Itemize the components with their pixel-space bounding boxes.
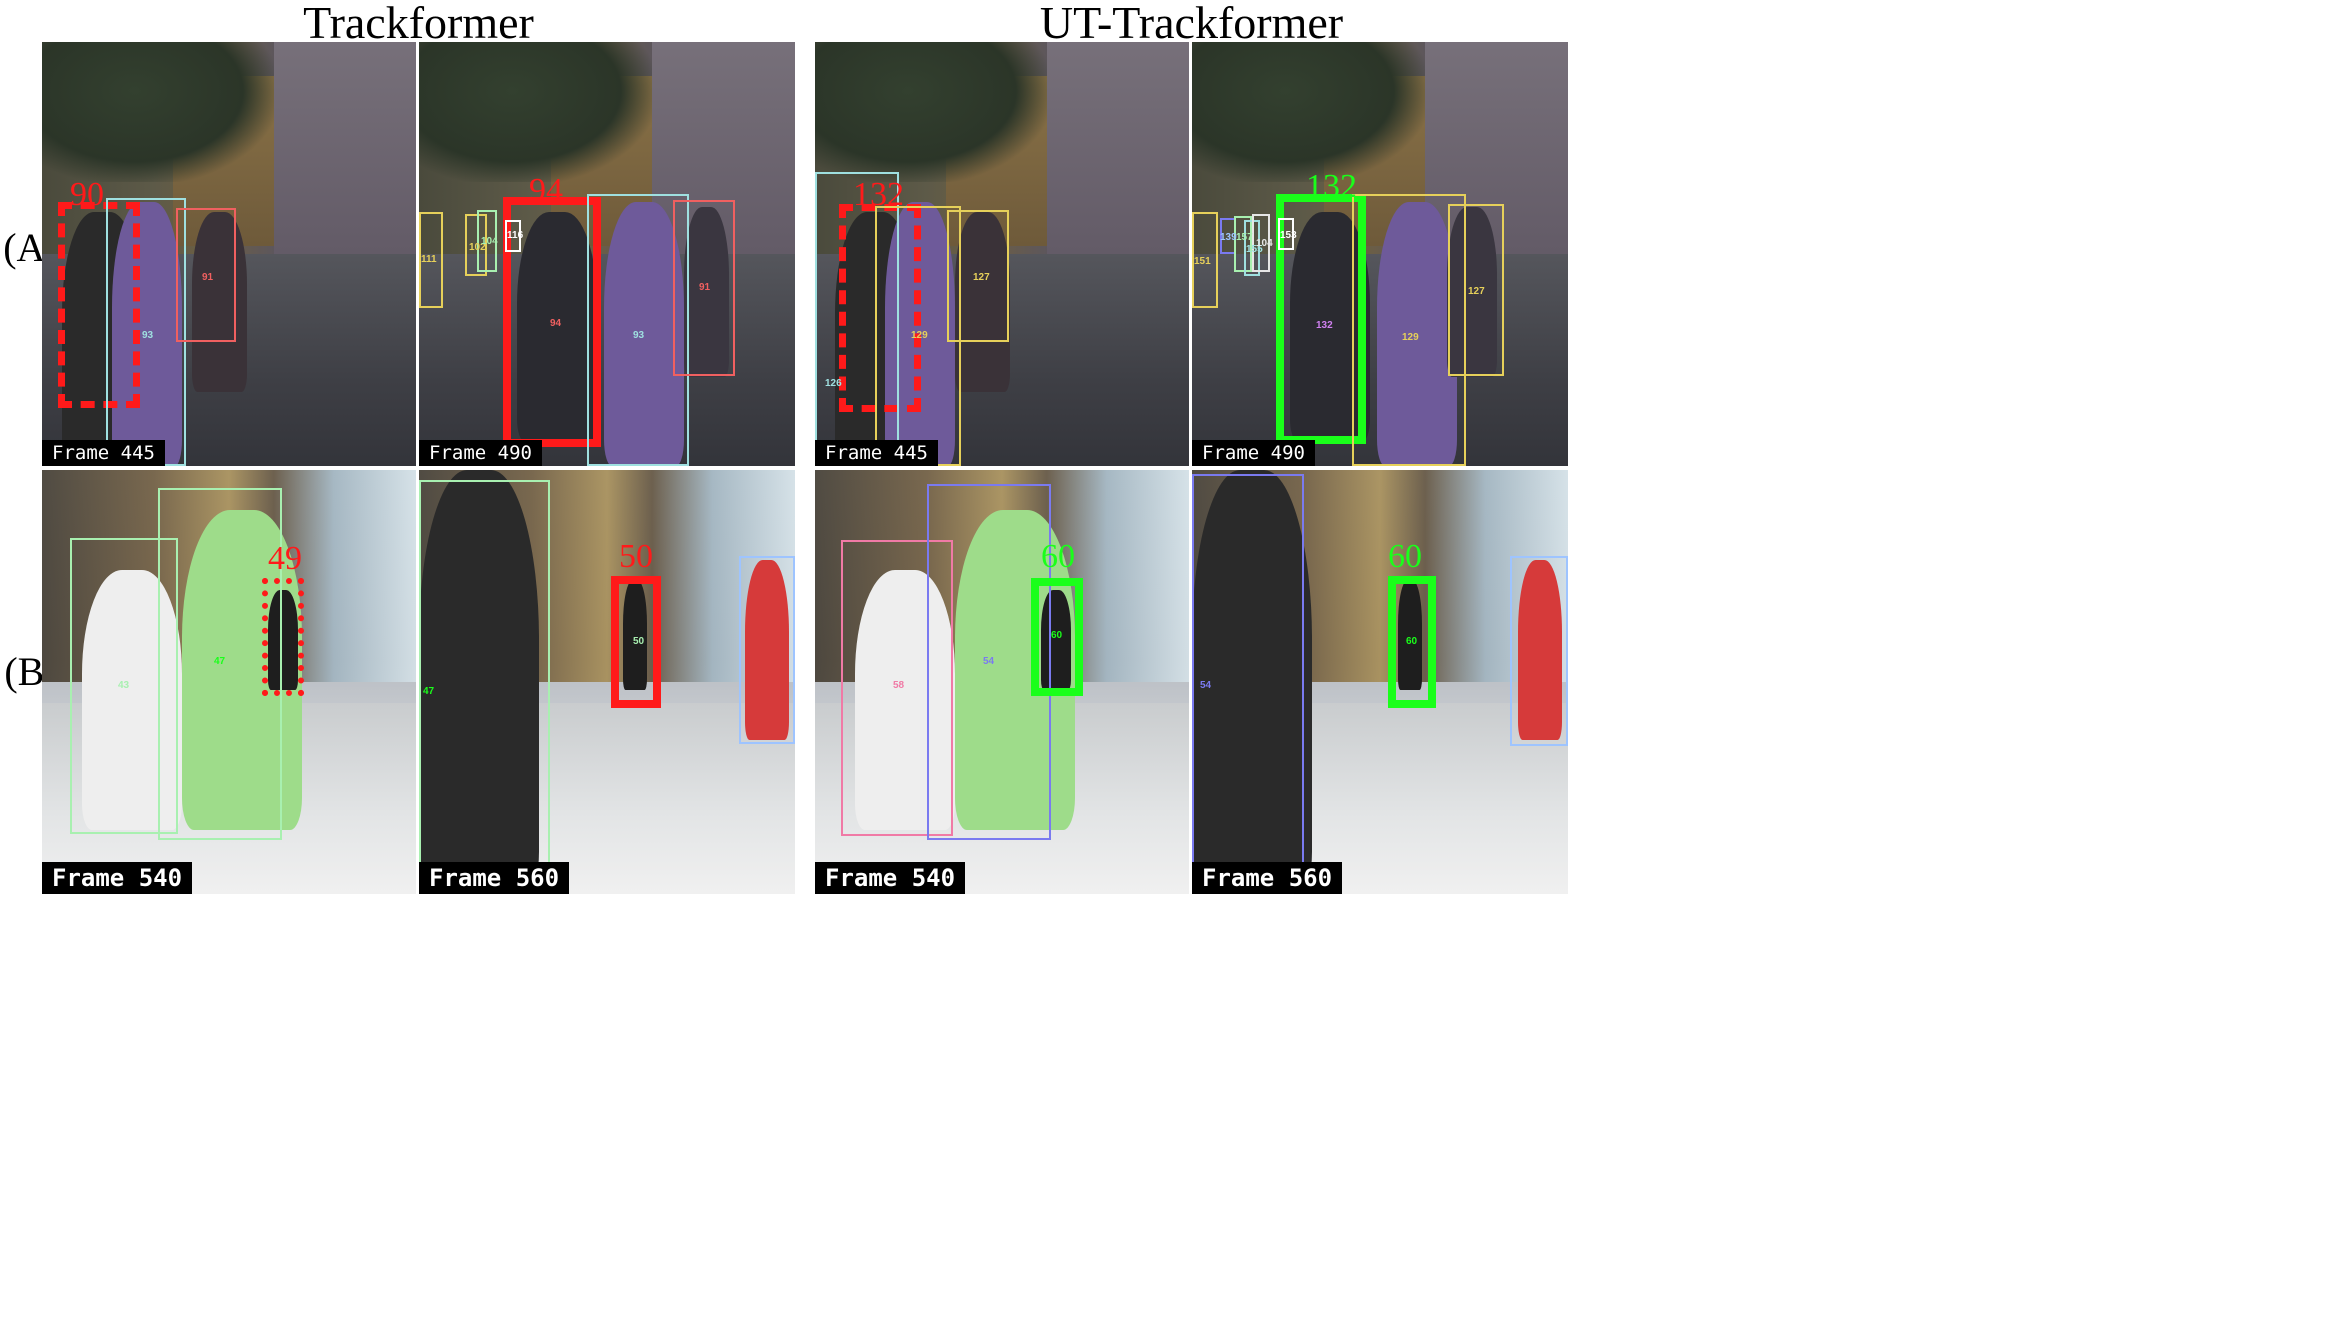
frame-number-label: Frame 540 xyxy=(815,862,966,894)
track-box-50 xyxy=(611,576,661,708)
frame-number-label: Frame 560 xyxy=(1192,862,1343,894)
track-id-43-label: 43 xyxy=(118,680,130,691)
track-id-60-small-label: 60 xyxy=(1406,636,1418,647)
track-id-47-label: 47 xyxy=(214,656,226,667)
track-id-50-small-label: 50 xyxy=(633,636,645,647)
track-box-129 xyxy=(1352,194,1466,466)
track-box-91 xyxy=(176,208,236,342)
track-box-104 xyxy=(477,210,497,272)
track-id-90-label: 90 xyxy=(70,176,104,213)
track-box-111 xyxy=(419,212,443,308)
track-box-49 xyxy=(262,578,304,696)
track-box-127 xyxy=(947,210,1009,342)
track-id-111-label: 111 xyxy=(421,254,437,265)
frame-number-label: Frame 445 xyxy=(815,440,938,466)
panel-a2-trackformer-frame-490: 94 94 93 91 111 102 104 116 Frame 490 xyxy=(419,42,795,466)
track-id-54-label: 54 xyxy=(983,656,995,667)
track-box-58 xyxy=(841,540,953,836)
track-id-104-label: 104 xyxy=(1256,238,1273,249)
track-id-54-label: 54 xyxy=(1200,680,1212,691)
track-box-116 xyxy=(505,220,521,252)
panel-b2-trackformer-frame-560: 50 50 47 Frame 560 xyxy=(419,470,795,894)
track-id-153-label: 153 xyxy=(1280,230,1297,241)
track-id-94-small-label: 94 xyxy=(550,318,562,329)
track-box-93 xyxy=(587,194,689,466)
track-box-153 xyxy=(1278,218,1294,250)
frame-number-label: Frame 560 xyxy=(419,862,570,894)
panel-a4-ut-trackformer-frame-490: 132 132 129 127 151 139 157 155 104 153 … xyxy=(1192,42,1568,466)
panel-a3-ut-trackformer-frame-445: 132 127 129 126 Frame 445 xyxy=(815,42,1189,466)
track-id-132-label: 132 xyxy=(1306,168,1357,205)
frame-number-label: Frame 445 xyxy=(42,440,165,466)
track-id-91-label: 91 xyxy=(699,282,711,293)
track-id-155-label: 155 xyxy=(1246,244,1263,255)
track-id-58-label: 58 xyxy=(893,680,905,691)
track-id-129-label: 129 xyxy=(1402,332,1419,343)
track-box-127 xyxy=(1448,204,1504,376)
panel-a1-trackformer-frame-445: 90 93 91 Frame 445 xyxy=(42,42,416,466)
track-id-93-label: 93 xyxy=(633,330,645,341)
track-box-54 xyxy=(927,484,1051,840)
track-id-129-label: 129 xyxy=(911,330,928,341)
track-id-60-label: 60 xyxy=(1041,538,1075,575)
trackformer-title: Trackformer xyxy=(303,0,534,48)
track-box-104 xyxy=(1252,214,1270,272)
track-box-47 xyxy=(158,488,282,840)
track-id-49-label: 49 xyxy=(268,540,302,577)
track-id-116-label: 116 xyxy=(507,230,524,241)
track-box-102 xyxy=(465,214,487,276)
track-box-90 xyxy=(58,202,140,408)
track-id-91-label: 91 xyxy=(202,272,214,283)
track-box-91 xyxy=(673,200,735,376)
track-box-43 xyxy=(70,538,178,834)
track-box-60 xyxy=(1388,576,1436,708)
track-id-50-label: 50 xyxy=(619,538,653,575)
panel-b1-trackformer-frame-540: 49 43 47 Frame 540 xyxy=(42,470,416,894)
frame-number-label: Frame 490 xyxy=(1192,440,1315,466)
track-box-60 xyxy=(1031,578,1083,696)
track-box-47 xyxy=(419,480,550,894)
frame-number-label: Frame 490 xyxy=(419,440,542,466)
track-id-47-label: 47 xyxy=(423,686,435,697)
track-box-157 xyxy=(1234,216,1252,272)
track-id-151-label: 151 xyxy=(1194,256,1211,267)
track-box-151 xyxy=(1192,212,1218,308)
track-box-132 xyxy=(1276,194,1366,444)
track-id-132-label: 132 xyxy=(853,176,904,213)
track-box-side xyxy=(1510,556,1568,746)
track-id-157-label: 157 xyxy=(1236,232,1253,243)
track-id-93-label: 93 xyxy=(142,330,154,341)
track-id-102-label: 102 xyxy=(469,242,486,253)
ut-trackformer-title: UT-Trackformer xyxy=(1039,0,1344,48)
track-box-side xyxy=(739,556,795,744)
track-id-60-label: 60 xyxy=(1388,538,1422,575)
track-id-104-label: 104 xyxy=(481,236,498,247)
track-box-94 xyxy=(503,197,601,447)
track-id-127-label: 127 xyxy=(1468,286,1485,297)
track-id-60-small-label: 60 xyxy=(1051,630,1063,641)
track-id-139-label: 139 xyxy=(1220,232,1237,243)
track-id-132-small-label: 132 xyxy=(1316,320,1333,331)
panel-b3-ut-trackformer-frame-540: 60 58 54 60 Frame 540 xyxy=(815,470,1189,894)
track-id-127-label: 127 xyxy=(973,272,990,283)
frame-number-label: Frame 540 xyxy=(42,862,193,894)
panel-b4-ut-trackformer-frame-560: 60 60 54 Frame 560 xyxy=(1192,470,1568,894)
track-id-126-label: 126 xyxy=(825,378,842,389)
track-id-94-label: 94 xyxy=(529,172,563,209)
